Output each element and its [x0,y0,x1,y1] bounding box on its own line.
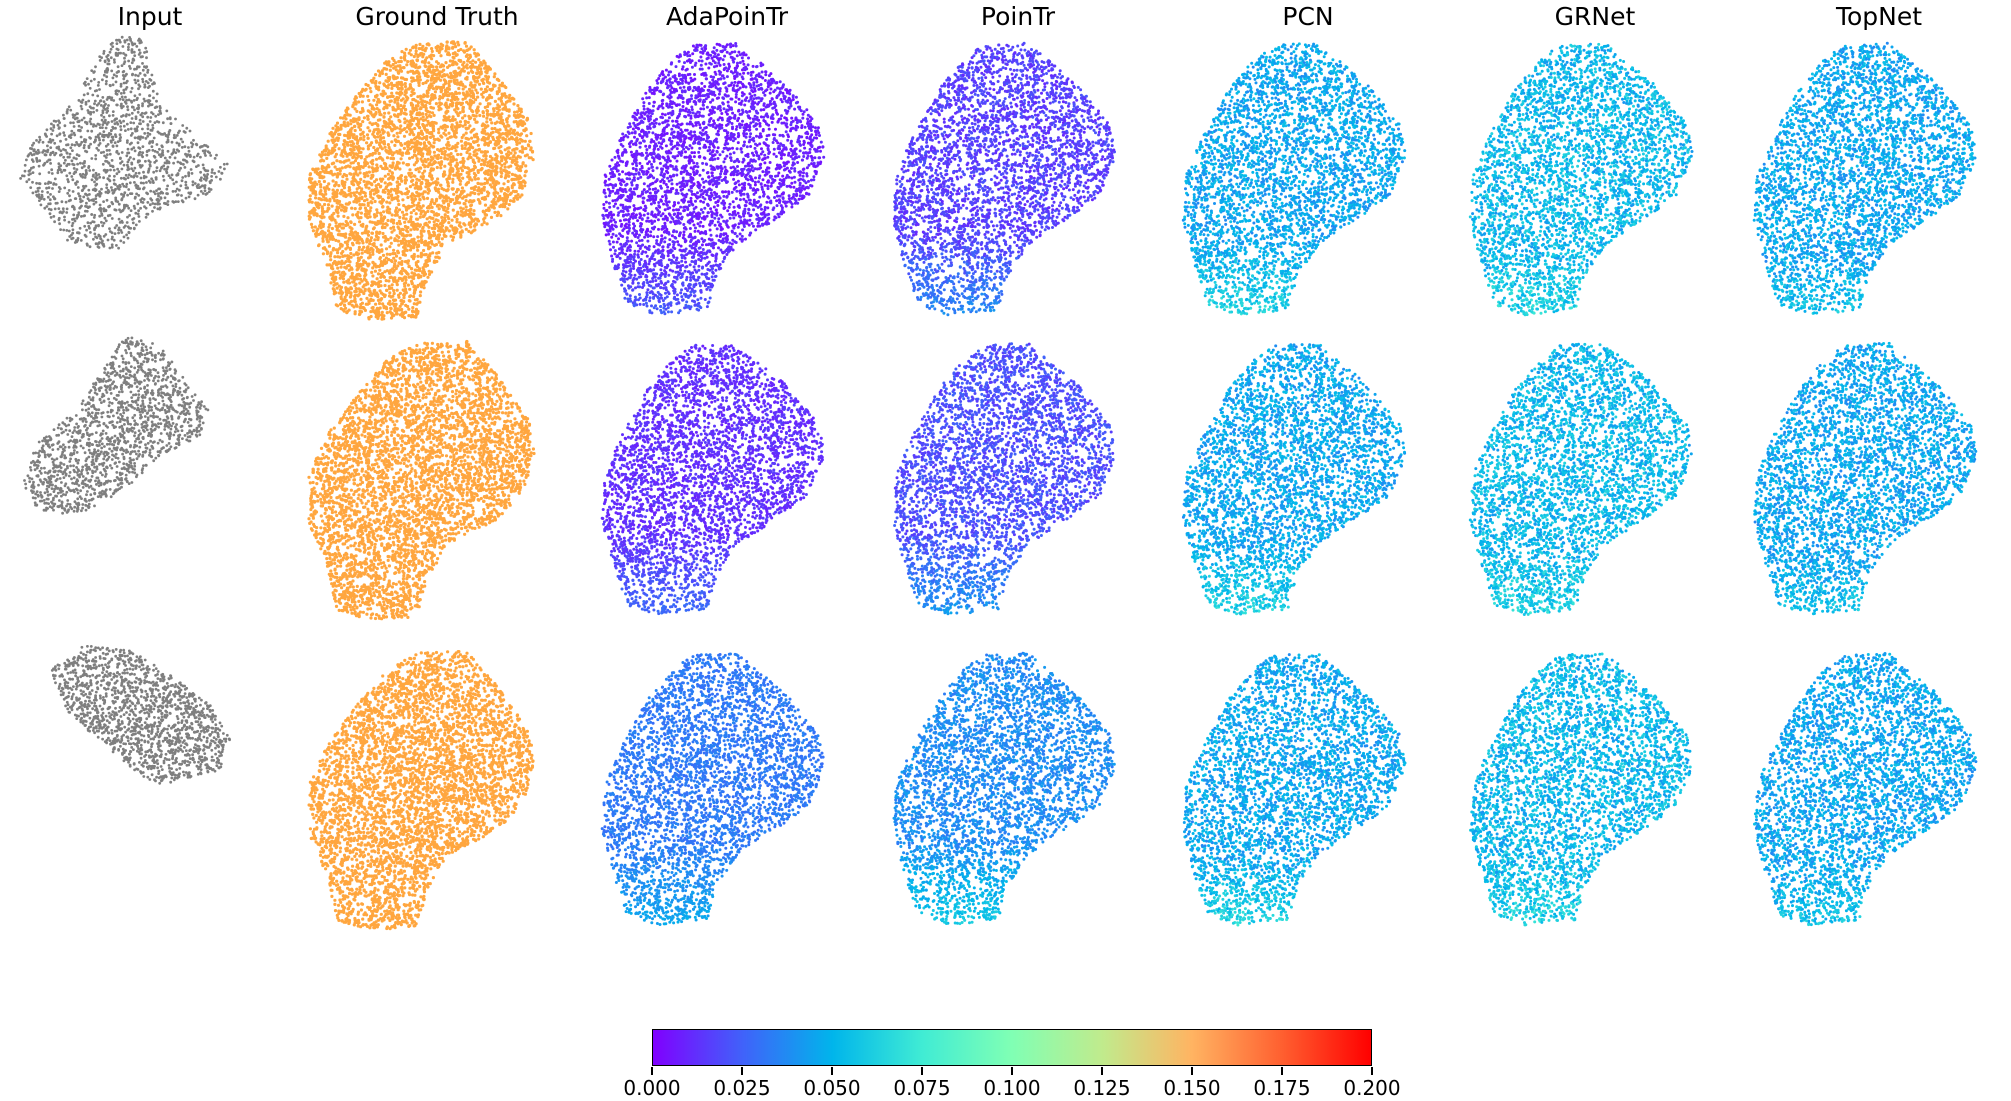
gt-panel-row-3 [297,645,577,935]
colorbar-tick-label: 0.150 [1152,1076,1232,1100]
colorbar-tick [921,1067,923,1075]
pointr-point-cloud [878,35,1158,325]
grnet-point-cloud [1455,35,1735,325]
colorbar-tick-label: 0.100 [972,1076,1052,1100]
colorbar-tick [1281,1067,1283,1075]
pcn-panel-row-1 [1168,35,1448,325]
gt-point-cloud [297,335,577,625]
topnet-point-cloud [1739,645,2011,935]
colorbar-tick-label: 0.075 [882,1076,962,1100]
pointr-point-cloud [878,645,1158,935]
topnet-panel-row-1 [1739,35,2011,325]
pointr-panel-row-1 [878,35,1158,325]
grnet-panel-row-1 [1455,35,1735,325]
colorbar-tick [1371,1067,1373,1075]
input-panel-row-3 [10,645,290,935]
pcn-point-cloud [1168,645,1448,935]
colorbar-tick-label: 0.125 [1062,1076,1142,1100]
colorbar-tick-label: 0.000 [612,1076,692,1100]
colorbar-tick-label: 0.025 [702,1076,782,1100]
pointr-panel-row-3 [878,645,1158,935]
input-point-cloud [10,335,290,625]
pcn-panel-row-2 [1168,335,1448,625]
gt-point-cloud [297,645,577,935]
column-title-gt: Ground Truth [307,2,567,31]
input-point-cloud [10,35,290,325]
gt-point-cloud [297,35,577,325]
adapointr-panel-row-2 [587,335,867,625]
colorbar [652,1029,1372,1066]
colorbar-tick [1191,1067,1193,1075]
grnet-point-cloud [1455,645,1735,935]
adapointr-panel-row-1 [587,35,867,325]
grnet-panel-row-2 [1455,335,1735,625]
topnet-point-cloud [1739,35,2011,325]
grnet-point-cloud [1455,335,1735,625]
pointr-panel-row-2 [878,335,1158,625]
colorbar-tick [1101,1067,1103,1075]
pcn-point-cloud [1168,35,1448,325]
grnet-panel-row-3 [1455,645,1735,935]
adapointr-point-cloud [587,645,867,935]
colorbar-tick-label: 0.050 [792,1076,872,1100]
colorbar-tick-label: 0.175 [1242,1076,1322,1100]
colorbar-tick [831,1067,833,1075]
input-panel-row-2 [10,335,290,625]
adapointr-panel-row-3 [587,645,867,935]
column-title-grnet: GRNet [1465,2,1725,31]
column-title-input: Input [20,2,280,31]
adapointr-point-cloud [587,35,867,325]
topnet-point-cloud [1739,335,2011,625]
topnet-panel-row-3 [1739,645,2011,935]
input-panel-row-1 [10,35,290,325]
topnet-panel-row-2 [1739,335,2011,625]
pcn-panel-row-3 [1168,645,1448,935]
colorbar-tick [651,1067,653,1075]
column-title-pointr: PoinTr [888,2,1148,31]
pcn-point-cloud [1168,335,1448,625]
colorbar-tick [1011,1067,1013,1075]
input-point-cloud [10,645,290,935]
colorbar-tick-label: 0.200 [1332,1076,1412,1100]
adapointr-point-cloud [587,335,867,625]
pointr-point-cloud [878,335,1158,625]
column-title-adapointr: AdaPoinTr [597,2,857,31]
column-title-topnet: TopNet [1749,2,2009,31]
gt-panel-row-1 [297,35,577,325]
gt-panel-row-2 [297,335,577,625]
column-title-pcn: PCN [1178,2,1438,31]
colorbar-tick [741,1067,743,1075]
